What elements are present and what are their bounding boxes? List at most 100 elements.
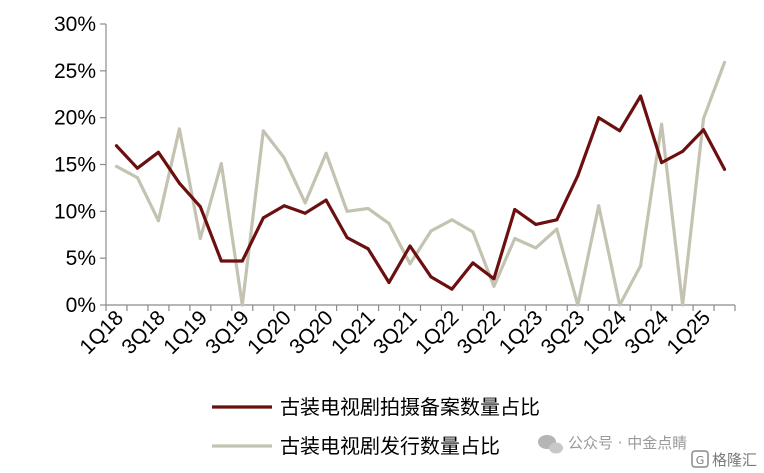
data-point [555,218,559,222]
x-tick-label: 3Q18 [117,306,170,359]
x-tick-label: 1Q25 [662,306,715,359]
data-point [303,211,307,215]
data-point [723,167,726,171]
data-point [597,116,601,120]
x-tick-label: 3Q20 [285,306,338,359]
data-point [681,149,685,153]
data-point [177,181,181,185]
data-point [513,208,517,211]
data-point [534,246,538,250]
data-point [177,127,181,131]
data-point [702,128,705,132]
data-point [219,259,223,263]
data-point [115,144,118,148]
x-tick-label: 1Q21 [327,306,380,359]
data-point [219,162,223,166]
y-tick-label: 10% [54,200,96,223]
series-layer [114,60,727,307]
data-point [429,275,433,279]
data-point [345,236,349,240]
data-point [429,229,433,233]
x-axis: 1Q183Q181Q193Q191Q203Q201Q213Q211Q223Q22… [75,304,736,359]
svg-text:G: G [696,454,705,467]
data-point [240,303,244,307]
data-point [450,218,454,222]
data-point [282,156,286,160]
data-point [639,264,643,268]
gelonghui-logo-icon: G 格隆汇 [690,448,762,470]
data-point [156,219,160,223]
data-point [282,204,286,208]
legend-label: 古装电视剧发行数量占比 [280,434,500,458]
y-tick-label: 25% [54,60,96,83]
data-point [135,166,139,170]
data-point [492,284,496,288]
data-point [408,262,412,266]
data-point [387,281,391,284]
y-tick-label: 30% [54,13,96,36]
wechat-icon [538,435,563,454]
watermark: 公众号 · 中金点睛 G 格隆汇 [538,434,762,470]
data-point [366,247,370,251]
data-point [240,259,244,263]
data-point [681,303,685,307]
data-point [450,287,454,291]
x-tick-label: 3Q21 [369,306,422,359]
data-point [408,244,412,248]
legend-label: 古装电视剧拍摄备案数量占比 [280,395,540,419]
data-point [387,222,391,225]
x-tick-label: 1Q19 [159,306,212,359]
data-point [366,207,370,210]
data-point [345,209,349,213]
x-tick-label: 3Q24 [621,306,674,359]
data-point [639,94,643,98]
data-point [198,205,202,209]
data-point [513,237,517,240]
data-point [115,164,118,168]
legend-item: 古装电视剧发行数量占比 [212,434,500,458]
data-point [660,122,664,126]
data-point [303,201,307,205]
y-tick-label: 20% [54,107,96,130]
data-point [534,222,538,226]
y-tick-label: 5% [66,247,96,270]
data-point [597,204,601,208]
series-line-1 [114,94,727,291]
data-point [324,151,328,155]
data-point [135,176,139,180]
y-axis: 0% 5% 10% 15% 20% 25% 30% [54,13,107,317]
data-point [702,117,705,121]
data-point [555,227,559,231]
watermark-text: 公众号 · 中金点睛 [568,434,687,452]
y-tick-label: 15% [54,154,96,177]
data-point [618,303,622,307]
data-point [576,174,580,178]
data-point [723,60,726,64]
x-tick-label: 3Q22 [453,306,506,359]
series-line-2 [114,60,727,307]
watermark-logo-text: 格隆汇 [712,451,757,469]
data-point [156,150,160,154]
data-point [471,261,475,265]
x-tick-label: 3Q19 [201,306,254,359]
data-point [492,277,496,281]
x-tick-label: 1Q23 [495,306,548,359]
data-point [261,129,265,133]
x-tick-label: 3Q23 [537,306,590,359]
series-2 [114,60,727,307]
data-point [324,198,328,202]
legend-item: 古装电视剧拍摄备案数量占比 [212,395,540,419]
data-point [198,237,202,240]
y-tick-label: 0% [66,294,96,317]
x-tick-label: 1Q24 [579,306,632,359]
data-point [618,129,622,133]
x-tick-label: 1Q20 [243,306,296,359]
series-1 [114,94,727,291]
data-point [576,303,580,307]
data-point [660,161,664,165]
data-point [471,230,475,234]
data-point [261,216,265,220]
x-tick-label: 1Q22 [411,306,464,359]
